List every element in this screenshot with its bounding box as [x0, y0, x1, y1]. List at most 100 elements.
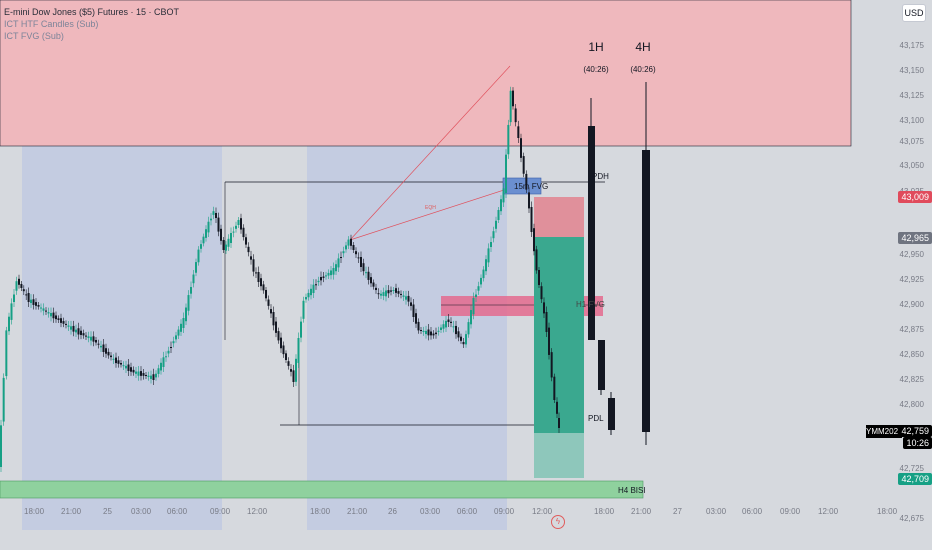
candle-body	[320, 277, 322, 281]
candle-body	[512, 90, 514, 107]
candle-body	[405, 296, 407, 300]
candle-body	[145, 375, 147, 376]
candle-body	[435, 332, 437, 335]
candle-body	[322, 276, 325, 278]
candle-body	[37, 305, 40, 307]
candle-body	[340, 257, 342, 258]
candle-body	[442, 324, 445, 329]
candle-body	[192, 274, 195, 284]
candle-body	[0, 425, 2, 467]
candle-body	[27, 293, 30, 302]
candle-body	[175, 335, 177, 340]
candle-body	[522, 156, 525, 174]
candle-body	[412, 304, 415, 317]
indicator-1[interactable]: ICT HTF Candles (Sub)	[4, 19, 99, 29]
candle-body	[485, 259, 487, 272]
time-axis-tick: 18:00	[877, 507, 898, 516]
candle-body	[112, 358, 115, 360]
symbol-title[interactable]: E-mini Dow Jones ($5) Futures · 15 · CBO…	[4, 7, 180, 17]
indicator-2[interactable]: ICT FVG (Sub)	[4, 31, 64, 41]
candle-body	[157, 368, 160, 374]
price-axis-tick: 43,100	[899, 116, 924, 125]
candle-body	[455, 325, 457, 335]
candle-body	[556, 401, 558, 414]
candle-body	[55, 315, 57, 320]
candle-body	[18, 278, 20, 285]
candle-body	[67, 325, 70, 327]
currency-button[interactable]: USD	[902, 4, 926, 22]
candle-body	[222, 240, 225, 250]
candle-body	[40, 307, 42, 309]
candle-body	[528, 192, 530, 209]
candle-body	[187, 295, 190, 311]
candle-body	[372, 282, 375, 287]
candle-body	[367, 271, 370, 280]
candle-body	[465, 334, 467, 345]
candle-body	[62, 321, 65, 324]
candle-body	[342, 251, 345, 254]
candle-body	[407, 295, 410, 302]
candle-body	[215, 213, 217, 218]
candle-body	[490, 242, 492, 247]
time-axis-tick: 12:00	[532, 507, 553, 516]
candle-body	[543, 302, 545, 314]
candle-body	[350, 238, 352, 246]
candlestick-series	[0, 86, 560, 472]
pdl-label: PDL	[588, 414, 604, 423]
candle-body	[10, 303, 13, 320]
candle-body	[417, 321, 420, 331]
candle-body	[287, 361, 290, 366]
candle-body	[150, 375, 152, 379]
htf-timer-1h: (40:26)	[583, 65, 609, 74]
candle-body	[480, 277, 482, 285]
candle-body	[200, 244, 202, 249]
candle-body	[115, 357, 117, 364]
candle-body	[257, 272, 260, 282]
candle-body	[462, 342, 465, 345]
candle-body	[377, 293, 380, 295]
candle-body	[180, 323, 182, 332]
candle-body	[505, 154, 507, 193]
candle-body	[107, 351, 110, 356]
price-axis-tick: 43,125	[899, 91, 924, 100]
candle-body	[548, 327, 550, 355]
candle-body	[550, 352, 553, 378]
candle-body	[60, 318, 62, 323]
candle-body	[290, 369, 292, 372]
price-axis-tick: 42,875	[899, 325, 924, 334]
candle-body	[533, 228, 535, 252]
candle-body	[262, 284, 265, 291]
candle-body	[210, 218, 212, 221]
time-axis-tick: 18:00	[594, 507, 615, 516]
candle-body	[250, 256, 252, 260]
candle-body	[472, 298, 475, 315]
time-axis-tick: 18:00	[310, 507, 331, 516]
candle-body	[140, 371, 142, 376]
h1-fvg-label: H1 FVG	[576, 300, 605, 309]
chart-legend: E-mini Dow Jones ($5) Futures · 15 · CBO…	[4, 6, 179, 42]
candle-body	[330, 270, 332, 276]
candle-body	[540, 286, 543, 300]
candle-body	[85, 335, 87, 337]
sl-zone	[534, 197, 584, 237]
price-axis-tick: 43,175	[899, 41, 924, 50]
candle-body	[35, 302, 37, 306]
candle-body	[162, 357, 165, 367]
time-axis-tick: 12:00	[247, 507, 268, 516]
candle-body	[102, 344, 105, 352]
h4-bisi-box	[0, 480, 644, 499]
candle-body	[207, 221, 210, 233]
candle-body	[420, 330, 422, 331]
candle-body	[502, 188, 505, 203]
price-axis-tick: 42,800	[899, 400, 924, 409]
candle-body	[280, 337, 282, 349]
lightning-icon[interactable]: ϟ	[551, 515, 565, 529]
candle-body	[445, 320, 447, 328]
candle-body	[152, 374, 155, 380]
candle-body	[30, 299, 32, 303]
candle-body	[65, 323, 67, 325]
candle-body	[230, 233, 232, 243]
htf-candles-4h	[642, 82, 650, 445]
candle-body	[185, 307, 187, 322]
